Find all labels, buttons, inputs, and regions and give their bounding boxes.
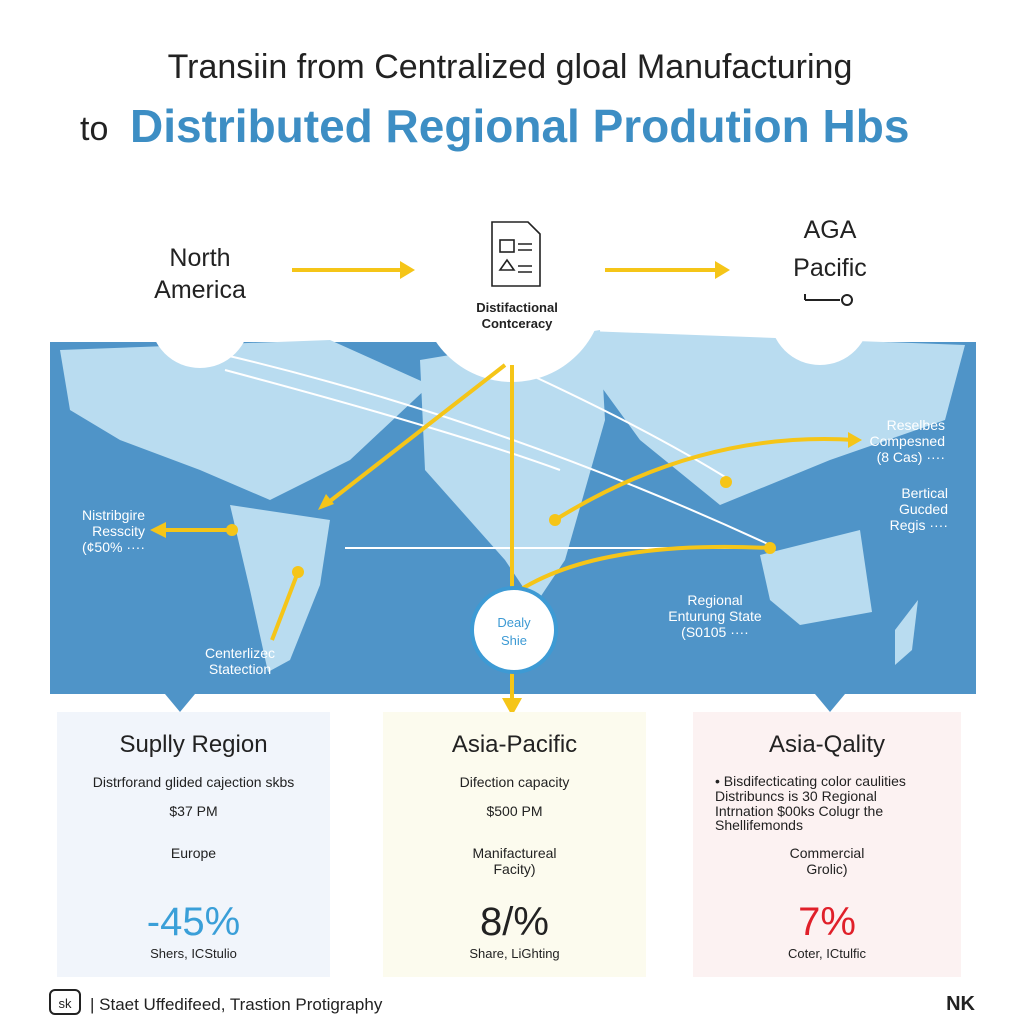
arrowhead	[150, 522, 166, 538]
text-line: Dealy	[497, 615, 531, 630]
asia	[560, 330, 965, 505]
card-title: Suplly Region	[119, 731, 267, 758]
card-line: Intrnation $00ks Colugr the	[715, 803, 883, 819]
text-line: Statection	[209, 661, 271, 677]
text-line: Nistribgire	[82, 507, 145, 523]
card-stat: 7%	[798, 900, 856, 944]
key-icon	[804, 294, 854, 306]
text-line: AGA	[804, 216, 857, 244]
text-line: Enturung State	[668, 608, 762, 624]
pointer	[165, 694, 195, 712]
text-line: Regis ····	[890, 517, 948, 533]
card	[57, 712, 330, 977]
bump-left	[150, 268, 250, 368]
text-line: Distifactional	[476, 300, 558, 315]
hub-circle	[470, 586, 558, 674]
card-line: Shellifemonds	[715, 817, 803, 833]
route	[224, 354, 771, 546]
bump-right	[770, 265, 870, 365]
node	[764, 542, 776, 554]
arrowhead	[318, 494, 334, 510]
arrowheads	[150, 261, 862, 716]
text-line: Centerlizec	[205, 645, 275, 661]
card-footer: Shers, ICStulio	[150, 946, 237, 961]
card-title: Asia-Qality	[769, 731, 885, 758]
node	[549, 514, 561, 526]
text-line: Pacific	[793, 254, 867, 282]
text-line: Gucded	[899, 501, 948, 517]
text-line: Reselbes	[887, 417, 945, 433]
footer-logo: NK	[946, 993, 975, 1015]
text-line: Bertical	[901, 485, 948, 501]
card-line: • Bisdifecticating color caulities	[715, 773, 906, 789]
text-line: (¢50% ····	[82, 539, 145, 555]
card-footer: Coter, ICtulfic	[788, 946, 867, 961]
card-line: Distribuncs is 30 Regional	[715, 788, 877, 804]
arrow	[553, 437, 856, 522]
title-prefix: to	[80, 110, 108, 148]
card-line: Grolic)	[806, 861, 847, 877]
australia	[760, 530, 872, 625]
text-line: Regional	[687, 592, 742, 608]
arrowhead	[400, 261, 415, 279]
card-line: $500 PM	[486, 803, 542, 819]
title-line2: Distributed Regional Prodution Hbs	[130, 100, 909, 152]
node	[226, 524, 238, 536]
north-america	[60, 340, 430, 500]
footer-icon: sk	[59, 996, 73, 1011]
card-title: Asia-Pacific	[452, 731, 577, 758]
document-icon	[491, 221, 541, 287]
footer-icon-box	[49, 989, 81, 1015]
route	[519, 369, 731, 481]
south-america	[230, 505, 330, 672]
title-line1: Transiin from Centralized gloal Manufact…	[168, 48, 853, 86]
card-stat: 8/%	[480, 900, 549, 944]
arrow	[323, 363, 507, 507]
footer-text: | Staet Uffedifeed, Trastion Protigraphy	[90, 995, 383, 1014]
route	[224, 369, 561, 471]
card-line: Manifactureal	[472, 845, 556, 861]
card-line: Europe	[171, 845, 216, 861]
card-line: Commercial	[790, 845, 865, 861]
node	[292, 566, 304, 578]
bump-center	[420, 198, 604, 382]
card-footer: Share, LiGhting	[469, 946, 559, 961]
text-line: America	[154, 276, 246, 304]
text-line: Shie	[501, 633, 527, 648]
text-line: Resscity	[92, 523, 145, 539]
card-line: Facity)	[494, 861, 536, 877]
icon-part	[498, 243, 532, 273]
text-line: North	[169, 244, 230, 272]
card-line: Difection capacity	[460, 774, 570, 790]
icon-part	[499, 239, 515, 253]
arrow	[270, 571, 300, 641]
arrowhead	[502, 698, 522, 716]
new-zealand	[895, 600, 918, 665]
card-stat: -45%	[147, 900, 240, 944]
arrowhead	[715, 261, 730, 279]
icon-outline	[491, 221, 541, 287]
pointer	[815, 694, 845, 712]
text-line: Contceracy	[482, 316, 554, 331]
arrowhead	[848, 432, 862, 448]
card-line: $37 PM	[169, 803, 217, 819]
card	[693, 712, 961, 977]
arrow	[518, 544, 771, 592]
text-line: Compesned	[870, 433, 946, 449]
text-line: (S0105 ····	[681, 624, 749, 640]
node	[720, 476, 732, 488]
text-line: (8 Cas) ····	[877, 449, 945, 465]
card	[383, 712, 646, 977]
card-line: Distrforand glided cajection skbs	[93, 774, 295, 790]
